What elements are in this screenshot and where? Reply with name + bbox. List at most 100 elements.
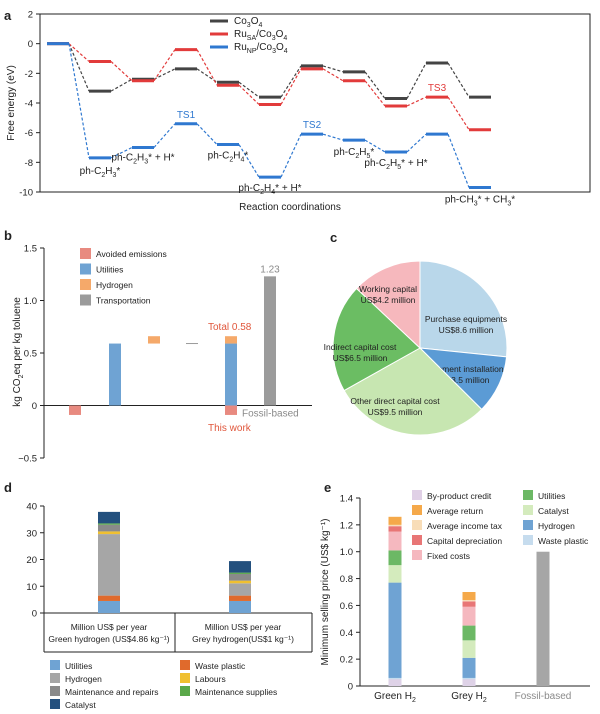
legend-swatch (50, 660, 60, 670)
panel-a-y-label: Free energy (eV) (6, 65, 17, 141)
legend-label: Utilities (538, 491, 565, 501)
legend-label: Transportation (96, 296, 151, 306)
panel-d-bar-segment (229, 572, 251, 574)
pie-slice (355, 260, 421, 350)
legend-label: Labours (195, 674, 226, 684)
energy-connector-3 (238, 144, 260, 178)
fossil-value-label: 1.23 (260, 264, 280, 275)
panel-d-bar-segment (229, 573, 251, 581)
panel-a-y-tick-label: 2 (28, 10, 33, 21)
legend-swatch (412, 520, 422, 530)
energy-connector-1 (196, 68, 218, 83)
legend-label: Maintenance and repairs (65, 687, 159, 697)
legend-label: Average return (427, 506, 483, 516)
energy-connector-2 (364, 80, 386, 107)
state-label: ph-CH3* + CH3* (445, 195, 515, 208)
panel-b-bar (69, 405, 81, 415)
panel-a-frame (39, 13, 591, 193)
energy-connector-1 (447, 62, 470, 98)
legend-label: RuNP/Co3O4 (234, 42, 288, 55)
panel-d-categories: Million US$ per year Green hydrogen (US$4… (48, 622, 294, 644)
panel-d-category-line1: Million US$ per year (71, 622, 148, 632)
panel-e-categories: Green H2 Grey H2 Fossil-based (374, 691, 571, 704)
legend-swatch (50, 699, 60, 709)
legend-label: Capital depreciation (427, 536, 502, 546)
energy-connector-2 (280, 68, 302, 105)
legend-label: Utilities (96, 265, 123, 275)
pie-slice-label: Other direct capital cost (350, 396, 440, 406)
legend-swatch (80, 263, 91, 275)
pie-slice (332, 287, 421, 392)
panel-d-bar-segment (98, 511, 120, 524)
energy-connector-1 (322, 65, 344, 73)
legend-swatch (523, 535, 533, 545)
panel-a: a 2 0 -2 -4 -6 -8 -10 Free energy (eV) Reactio… (4, 8, 591, 213)
legend-swatch (412, 550, 422, 560)
legend-swatch (523, 520, 533, 530)
energy-connector-2 (322, 68, 344, 82)
panel-e: e 0 0.2 0.4 0.6 0.8 1.0 1.2 1.4 Minimum selling… (320, 480, 590, 704)
panel-a-y-tick-label: 0 (28, 39, 33, 50)
panel-d-axis: 0 10 20 30 40 (26, 502, 313, 653)
panel-a-y-tick-label: -6 (25, 128, 33, 139)
energy-connector-3 (280, 133, 302, 178)
panel-b-bar (264, 276, 276, 406)
energy-connector-3 (110, 146, 133, 159)
panel-d-bar-segment (229, 600, 251, 613)
legend-label: Avoided emissions (96, 249, 167, 259)
panel-d-y-tick-label: 30 (26, 528, 37, 539)
panel-b-bar (186, 343, 198, 345)
panel-b-bar (148, 336, 160, 344)
panel-d-bars (98, 511, 251, 613)
panel-b-y-tick-label: −0.5 (18, 454, 37, 465)
panel-d-category-line2: Green hydrogen (US$4.86 kg⁻¹) (48, 634, 169, 644)
legend-swatch (50, 673, 60, 683)
panel-e-bar-segment (388, 550, 402, 566)
legend-swatch (180, 660, 190, 670)
panel-d-bar-segment (229, 580, 251, 584)
energy-connector-1 (153, 68, 176, 80)
panel-a-x-label: Reaction coordinations (239, 202, 341, 213)
legend-swatch (80, 279, 91, 290)
panel-b-y-label: kg CO2eq per kg toluene (12, 297, 25, 407)
pie-slice-value: US$6.5 million (333, 353, 388, 363)
legend-label: By-product credit (427, 491, 492, 501)
panel-e-bar-segment (388, 582, 402, 678)
pie-slice-value: US$3.5 million (435, 375, 490, 385)
pie-slice-value: US$4.2 million (361, 295, 416, 305)
panel-d-bar-segment (229, 595, 251, 601)
panel-a-series (47, 42, 491, 190)
legend-swatch (412, 505, 422, 515)
panel-d-bar-segment (98, 595, 120, 601)
panel-e-y-tick-label: 1.2 (340, 520, 353, 531)
energy-connector-2 (406, 96, 427, 107)
legend-label: Hydrogen (538, 521, 575, 531)
panel-d-bar-segment (98, 523, 120, 525)
panel-b-letter: b (4, 228, 12, 243)
legend-label: Catalyst (538, 506, 569, 516)
panel-d-y-tick-label: 40 (26, 502, 37, 513)
energy-connector-3 (406, 133, 427, 153)
panel-a-state-labels: ph-C2H3*ph-C2H3* + H* ph-C2H4* ph-C2H4* + … (80, 83, 516, 207)
pie-slice-label: Working capital (359, 284, 417, 294)
legend-label: Hydrogen (65, 674, 102, 684)
panel-d-bar-segment (98, 534, 120, 596)
panel-e-bar-segment (462, 679, 476, 686)
panel-e-bar-segment (462, 600, 476, 602)
energy-connector-3 (153, 123, 176, 148)
panel-a-y-tick-label: -2 (25, 69, 33, 80)
legend-label: Utilities (65, 661, 92, 671)
panel-e-bar-segment (388, 524, 402, 527)
panel-e-category-label: Green H2 (374, 691, 416, 704)
panel-e-bar-segment (462, 601, 476, 607)
panel-b-bars (69, 276, 276, 415)
state-label: ph-C2H5* (334, 147, 375, 160)
transition-state-label: TS2 (303, 120, 322, 131)
energy-connector-3 (68, 43, 90, 158)
panel-b-legend: Avoided emissions Utilities Hydrogen Transp… (80, 248, 167, 306)
panel-a-y-tick-label: -4 (25, 99, 33, 110)
panel-b-bar (225, 336, 237, 344)
